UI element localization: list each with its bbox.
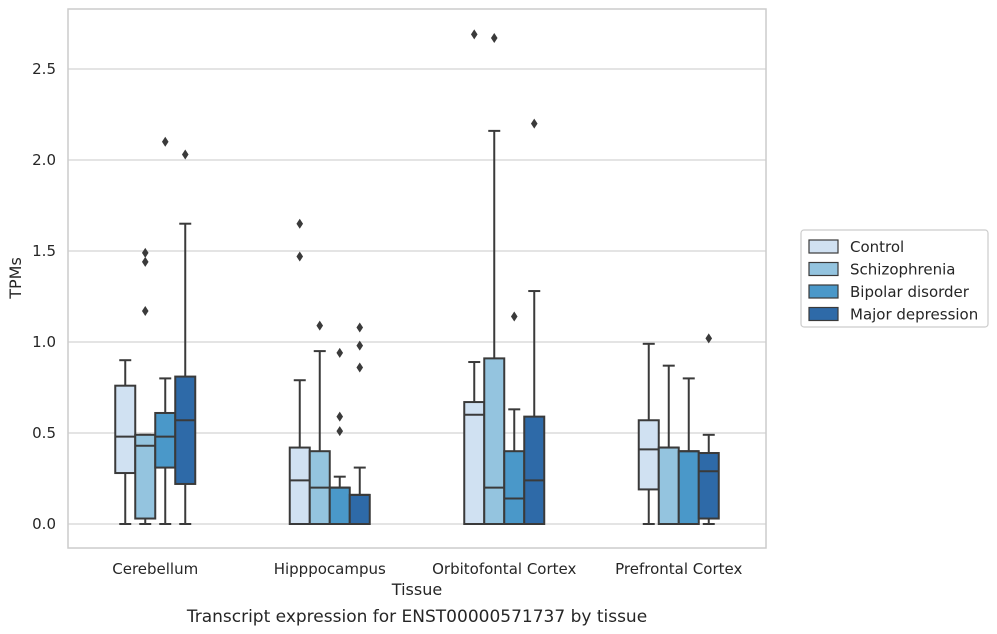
outlier-point xyxy=(296,218,304,229)
x-tick-label: Hipppocampus xyxy=(274,560,386,578)
box-0-3 xyxy=(174,149,197,525)
y-tick-label: 0.0 xyxy=(32,515,56,533)
outlier-point xyxy=(510,311,518,322)
box-body xyxy=(134,433,157,520)
outlier-point xyxy=(705,333,713,344)
box-2-1 xyxy=(483,33,506,525)
box-body xyxy=(288,446,311,525)
x-tick-label: Orbitofontal Cortex xyxy=(432,560,576,578)
y-tick-label: 1.0 xyxy=(32,333,56,351)
x-tick-label: Cerebellum xyxy=(112,560,198,578)
outlier-point xyxy=(336,347,344,358)
outlier-point xyxy=(141,247,149,258)
legend-swatch xyxy=(808,239,839,254)
box-2-2 xyxy=(503,311,526,526)
box-1-2 xyxy=(328,347,351,526)
x-tick-labels: Cerebellum Hipppocampus Orbitofontal Corte… xyxy=(112,560,742,578)
box-3-2 xyxy=(677,377,700,526)
outlier-point xyxy=(490,33,498,44)
outlier-point xyxy=(356,340,364,351)
plot-frame xyxy=(67,8,767,549)
box-0-2 xyxy=(154,136,177,525)
outlier-point xyxy=(181,149,189,160)
legend-label: Bipolar disorder xyxy=(850,283,970,301)
x-tick-label: Prefrontal Cortex xyxy=(615,560,742,578)
y-tick-label: 0.5 xyxy=(32,424,56,442)
box-2-0 xyxy=(463,29,486,525)
legend-label: Control xyxy=(850,238,904,256)
box-1-3 xyxy=(348,322,371,526)
outlier-point xyxy=(161,136,169,147)
y-tick-label: 2.0 xyxy=(32,151,56,169)
box-1-0 xyxy=(288,218,311,525)
legend-swatch xyxy=(808,261,839,277)
chart-caption: Transcript expression for ENST0000057173… xyxy=(186,607,647,627)
legend-label: Schizophrenia xyxy=(850,261,955,279)
outlier-point xyxy=(296,251,304,262)
box-body xyxy=(463,401,486,525)
box-0-1 xyxy=(134,247,157,525)
box-body xyxy=(348,493,371,526)
box-body xyxy=(483,357,506,525)
box-2-3 xyxy=(523,118,546,525)
box-groups xyxy=(114,29,720,526)
box-body xyxy=(657,446,680,525)
outlier-point xyxy=(141,256,149,267)
box-body xyxy=(328,486,351,526)
legend-swatch xyxy=(808,284,839,299)
box-3-0 xyxy=(637,342,660,525)
outlier-point xyxy=(356,362,364,373)
box-body xyxy=(503,450,526,526)
x-axis-title: Tissue xyxy=(391,580,442,599)
box-body xyxy=(697,452,720,520)
box-1-1 xyxy=(308,320,331,526)
outlier-point xyxy=(141,306,149,317)
box-3-3 xyxy=(697,333,720,525)
legend-frame xyxy=(800,229,989,328)
outlier-point xyxy=(470,29,478,40)
y-tick-labels: 0.0 0.5 1.0 1.5 2.0 2.5 xyxy=(32,60,56,533)
box-body xyxy=(523,415,546,525)
legend-swatch xyxy=(808,306,839,322)
legend: Control Schizophrenia Bipolar disorder Majo… xyxy=(800,229,989,328)
outlier-point xyxy=(336,426,344,437)
outlier-point xyxy=(356,322,364,333)
y-tick-label: 1.5 xyxy=(32,242,56,260)
y-tick-label: 2.5 xyxy=(32,60,56,78)
box-0-0 xyxy=(114,359,137,525)
box-3-1 xyxy=(657,364,680,525)
box-body xyxy=(154,411,177,469)
y-axis-title: TPMs xyxy=(6,257,25,300)
outlier-point xyxy=(316,320,324,331)
outlier-point xyxy=(336,411,344,422)
box-body xyxy=(677,450,700,526)
box-body xyxy=(637,419,660,491)
box-body xyxy=(114,384,137,475)
outlier-point xyxy=(530,118,538,129)
legend-label: Major depression xyxy=(850,306,978,324)
box-body xyxy=(174,375,197,485)
